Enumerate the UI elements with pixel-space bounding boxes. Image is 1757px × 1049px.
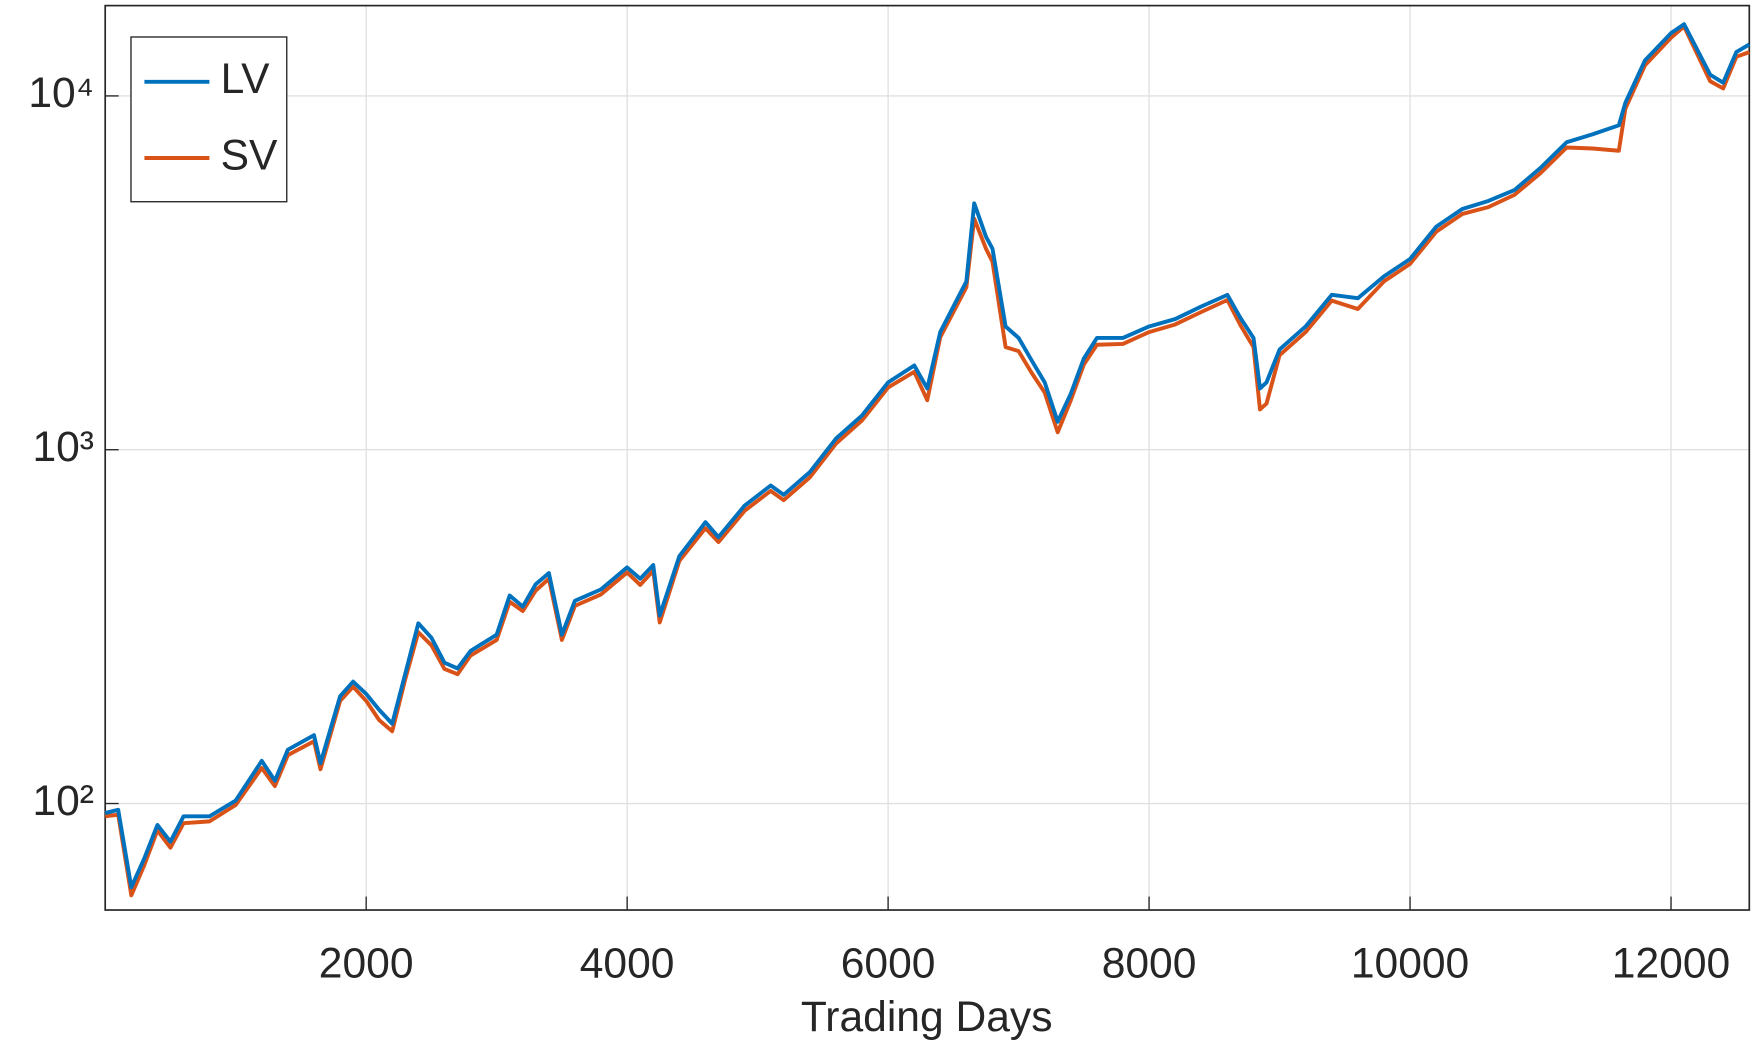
legend-label: SV xyxy=(221,131,278,179)
x-tick-label: 2000 xyxy=(319,939,414,987)
x-tick-label: 12000 xyxy=(1612,939,1730,987)
x-tick-label: 6000 xyxy=(841,939,936,987)
x-tick-label: 10000 xyxy=(1351,939,1469,987)
y-tick-label: 10² xyxy=(32,777,94,825)
y-tick-label: 10⁴ xyxy=(28,69,94,117)
plot-area xyxy=(105,5,1750,911)
legend-box xyxy=(130,36,288,203)
x-axis-label: Trading Days xyxy=(801,993,1053,1041)
series-line xyxy=(104,24,1750,898)
x-tick-label: 4000 xyxy=(580,939,675,987)
series-line xyxy=(104,22,1751,890)
x-tick-label: 8000 xyxy=(1102,939,1197,987)
y-tick-label: 10³ xyxy=(32,423,94,471)
axes-frame xyxy=(104,4,1751,911)
legend-label: LV xyxy=(221,55,271,103)
